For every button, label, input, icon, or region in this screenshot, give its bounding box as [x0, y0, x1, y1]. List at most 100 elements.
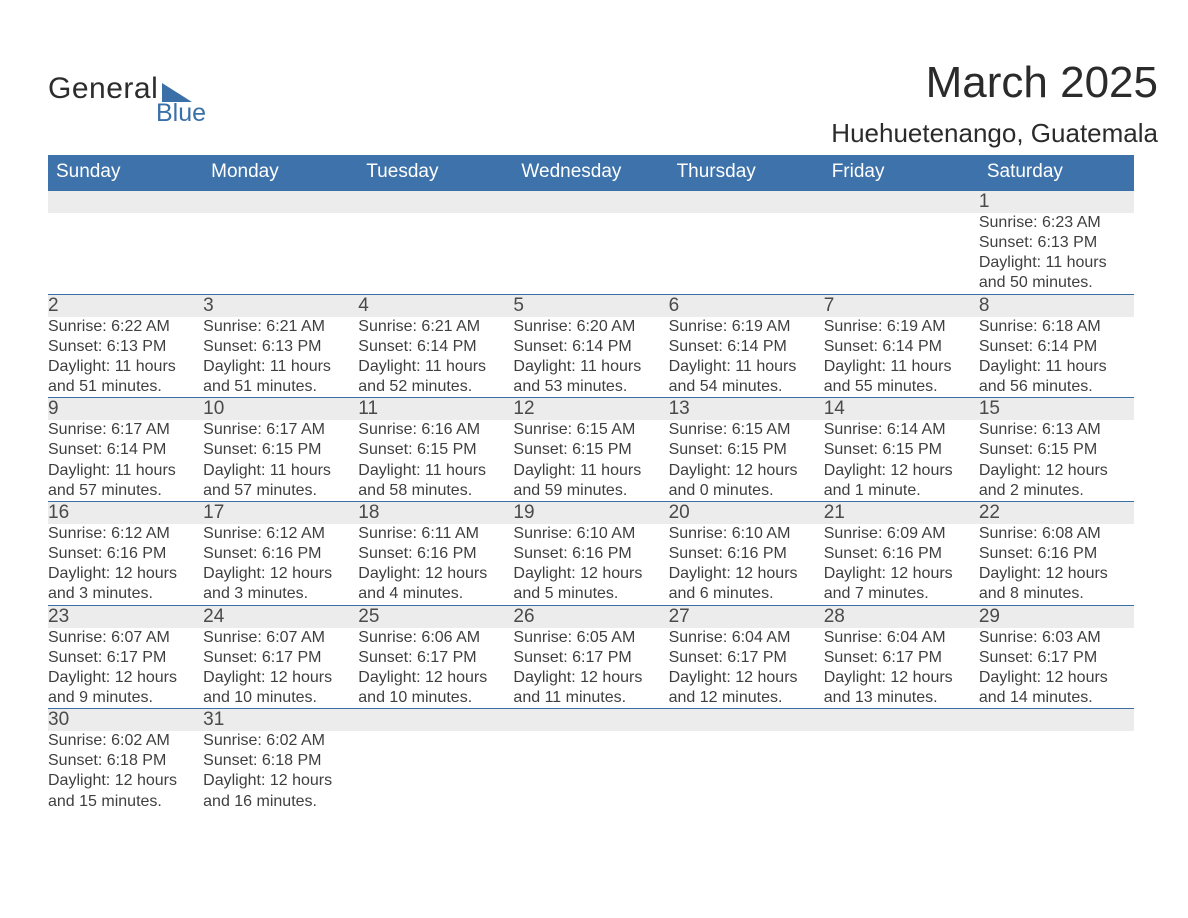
sunrise-value: 6:11 AM	[417, 525, 479, 542]
sunset-label: Sunset:	[513, 338, 567, 355]
day-detail-cell: Sunrise: 6:02 AMSunset: 6:18 PMDaylight:…	[203, 731, 358, 812]
day-number-cell	[979, 709, 1134, 732]
day-number-cell	[358, 709, 513, 732]
day-detail-cell: Sunrise: 6:12 AMSunset: 6:16 PMDaylight:…	[203, 524, 358, 605]
sunrise-label: Sunrise:	[203, 732, 262, 749]
sunrise-label: Sunrise:	[513, 421, 572, 438]
day-number-cell: 29	[979, 605, 1134, 628]
sunset-label: Sunset:	[513, 441, 567, 458]
daylight-line: Daylight: 12 hours and 13 minutes.	[824, 668, 979, 708]
weekday-header: Saturday	[979, 155, 1134, 191]
day-number-cell: 23	[48, 605, 203, 628]
sunset-value: 6:15 PM	[1033, 441, 1097, 458]
sunrise-value: 6:16 AM	[417, 421, 480, 438]
weekday-header: Wednesday	[513, 155, 668, 191]
sunrise-line: Sunrise: 6:10 AM	[669, 524, 824, 544]
day-number: 4	[358, 295, 369, 316]
day-detail-cell: Sunrise: 6:14 AMSunset: 6:15 PMDaylight:…	[824, 420, 979, 501]
day-detail-row: Sunrise: 6:07 AMSunset: 6:17 PMDaylight:…	[48, 628, 1134, 709]
sunrise-line: Sunrise: 6:07 AM	[203, 628, 358, 648]
sunset-line: Sunset: 6:15 PM	[358, 440, 513, 460]
sunrise-label: Sunrise:	[48, 318, 107, 335]
day-number-cell	[669, 709, 824, 732]
sunset-line: Sunset: 6:15 PM	[979, 440, 1134, 460]
sunrise-value: 6:15 AM	[727, 421, 790, 438]
sunrise-label: Sunrise:	[358, 525, 417, 542]
sunrise-value: 6:22 AM	[107, 318, 170, 335]
sunrise-line: Sunrise: 6:03 AM	[979, 628, 1134, 648]
day-detail-cell: Sunrise: 6:15 AMSunset: 6:15 PMDaylight:…	[669, 420, 824, 501]
day-number-cell: 2	[48, 294, 203, 317]
daylight-label: Daylight:	[48, 669, 110, 686]
daylight-line: Daylight: 12 hours and 1 minute.	[824, 461, 979, 501]
sunset-value: 6:15 PM	[878, 441, 942, 458]
day-number-cell: 13	[669, 398, 824, 421]
sunset-line: Sunset: 6:18 PM	[203, 751, 358, 771]
sunset-label: Sunset:	[48, 338, 102, 355]
sunrise-value: 6:15 AM	[572, 421, 635, 438]
day-detail-cell: Sunrise: 6:04 AMSunset: 6:17 PMDaylight:…	[824, 628, 979, 709]
sunset-line: Sunset: 6:17 PM	[669, 648, 824, 668]
day-number: 5	[513, 295, 524, 316]
sunset-value: 6:17 PM	[1033, 649, 1097, 666]
day-number: 25	[358, 606, 379, 627]
day-number: 22	[979, 502, 1000, 523]
day-number-cell: 4	[358, 294, 513, 317]
sunset-line: Sunset: 6:17 PM	[48, 648, 203, 668]
sunrise-label: Sunrise:	[513, 525, 572, 542]
sunrise-value: 6:12 AM	[107, 525, 170, 542]
sunset-line: Sunset: 6:17 PM	[203, 648, 358, 668]
day-detail-cell: Sunrise: 6:05 AMSunset: 6:17 PMDaylight:…	[513, 628, 668, 709]
sunset-line: Sunset: 6:17 PM	[979, 648, 1134, 668]
daylight-label: Daylight:	[979, 358, 1041, 375]
sunrise-value: 6:04 AM	[882, 629, 945, 646]
daylight-line: Daylight: 11 hours and 59 minutes.	[513, 461, 668, 501]
sunrise-line: Sunrise: 6:17 AM	[48, 420, 203, 440]
sunset-line: Sunset: 6:16 PM	[48, 544, 203, 564]
sunrise-value: 6:10 AM	[572, 525, 635, 542]
day-number-cell	[48, 191, 203, 214]
sunset-line: Sunset: 6:16 PM	[513, 544, 668, 564]
daylight-label: Daylight:	[48, 462, 110, 479]
sunset-value: 6:17 PM	[878, 649, 942, 666]
sunrise-line: Sunrise: 6:15 AM	[669, 420, 824, 440]
day-number-cell	[824, 709, 979, 732]
day-detail-cell: Sunrise: 6:12 AMSunset: 6:16 PMDaylight:…	[48, 524, 203, 605]
sunrise-value: 6:12 AM	[262, 525, 325, 542]
daylight-line: Daylight: 12 hours and 8 minutes.	[979, 564, 1134, 604]
weekday-header: Monday	[203, 155, 358, 191]
sunrise-label: Sunrise:	[824, 318, 883, 335]
day-number: 10	[203, 398, 224, 419]
daylight-line: Daylight: 12 hours and 0 minutes.	[669, 461, 824, 501]
daylight-line: Daylight: 12 hours and 11 minutes.	[513, 668, 668, 708]
sunrise-value: 6:09 AM	[882, 525, 945, 542]
sunset-label: Sunset:	[824, 338, 878, 355]
day-number-cell	[513, 709, 668, 732]
sunset-value: 6:16 PM	[568, 545, 632, 562]
day-detail-cell: Sunrise: 6:21 AMSunset: 6:14 PMDaylight:…	[358, 317, 513, 398]
day-number: 15	[979, 398, 1000, 419]
daylight-label: Daylight:	[824, 462, 886, 479]
sunrise-line: Sunrise: 6:19 AM	[669, 317, 824, 337]
sunrise-line: Sunrise: 6:10 AM	[513, 524, 668, 544]
sunrise-value: 6:20 AM	[572, 318, 635, 335]
daylight-label: Daylight:	[513, 358, 575, 375]
day-number-cell: 26	[513, 605, 668, 628]
sunrise-label: Sunrise:	[669, 318, 728, 335]
sunrise-label: Sunrise:	[669, 421, 728, 438]
day-detail-row: Sunrise: 6:22 AMSunset: 6:13 PMDaylight:…	[48, 317, 1134, 398]
sunset-value: 6:16 PM	[413, 545, 477, 562]
day-number: 3	[203, 295, 214, 316]
day-number: 9	[48, 398, 59, 419]
sunset-label: Sunset:	[979, 441, 1033, 458]
sunrise-label: Sunrise:	[358, 421, 417, 438]
sunset-label: Sunset:	[48, 649, 102, 666]
day-detail-cell: Sunrise: 6:20 AMSunset: 6:14 PMDaylight:…	[513, 317, 668, 398]
sunset-value: 6:15 PM	[257, 441, 321, 458]
day-number-cell: 12	[513, 398, 668, 421]
sunset-line: Sunset: 6:16 PM	[824, 544, 979, 564]
daylight-label: Daylight:	[48, 565, 110, 582]
sunrise-label: Sunrise:	[669, 525, 728, 542]
sunset-value: 6:17 PM	[257, 649, 321, 666]
day-detail-cell: Sunrise: 6:09 AMSunset: 6:16 PMDaylight:…	[824, 524, 979, 605]
